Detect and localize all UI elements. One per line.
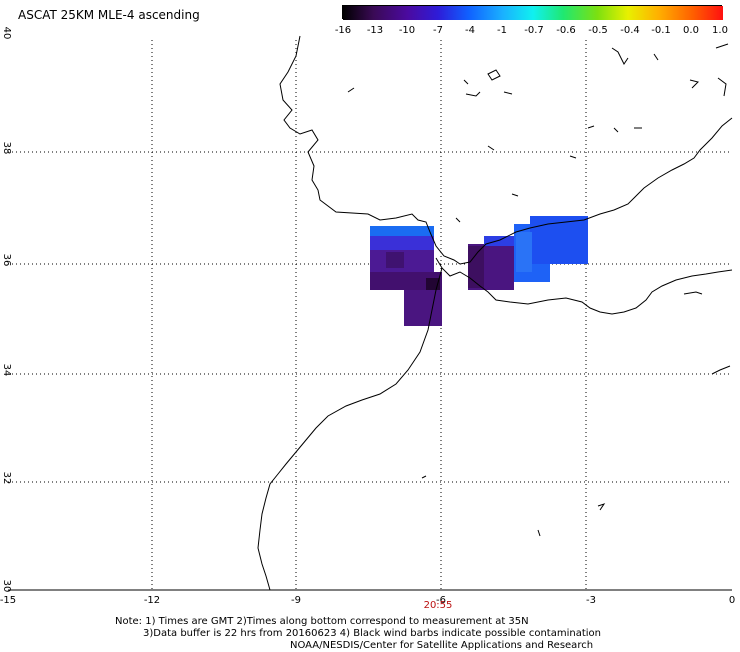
colorbar-label: -4 <box>465 25 475 36</box>
colorbar-label: -0.4 <box>620 25 640 36</box>
colorbar-labels: -16 -13 -10 -7 -4 -1 -0.7 -0.6 -0.5 -0.4… <box>330 25 740 39</box>
scatterometer-swath-west <box>370 226 442 326</box>
colorbar-label: -1 <box>497 25 507 36</box>
colorbar-label: -0.5 <box>588 25 608 36</box>
x-tick-label: 0 <box>729 595 735 606</box>
y-tick-label: 36 <box>1 254 12 267</box>
footnotes: Note: 1) Times are GMT 2)Times along bot… <box>115 616 601 652</box>
axis-labels: -15 -12 -9 -6 -3 0 40 38 36 34 32 30 <box>0 27 735 606</box>
time-label: 20:55 <box>423 600 453 611</box>
colorbar-label: -7 <box>433 25 443 36</box>
note-line-1: Note: 1) Times are GMT 2)Times along bot… <box>115 616 529 627</box>
x-tick-label: -9 <box>291 595 301 606</box>
x-tick-label: -12 <box>144 595 160 606</box>
colorbar-label: 1.0 <box>712 25 728 36</box>
colorbar-label: -10 <box>398 25 416 36</box>
x-tick-label: -6 <box>436 595 446 606</box>
note-line-3: NOAA/NESDIS/Center for Satellite Applica… <box>290 640 594 651</box>
colorbar <box>342 5 723 20</box>
colorbar-label: 0.0 <box>683 25 699 36</box>
y-tick-label: 40 <box>1 27 12 40</box>
gridlines <box>8 40 732 590</box>
colorbar-label: -13 <box>366 25 384 36</box>
x-tick-label: -3 <box>586 595 596 606</box>
x-tick-label: -15 <box>0 595 16 606</box>
y-tick-label: 32 <box>1 472 12 485</box>
note-line-2: 3)Data buffer is 22 hrs from 20160623 4)… <box>143 628 601 639</box>
colorbar-label: -0.1 <box>651 25 671 36</box>
colorbar-label: -16 <box>334 25 352 36</box>
scatterometer-swath-east <box>468 216 588 290</box>
y-tick-label: 34 <box>1 364 12 377</box>
coastlines <box>257 35 733 591</box>
map-title: ASCAT 25KM MLE-4 ascending <box>18 8 200 22</box>
y-tick-label: 30 <box>1 580 12 593</box>
colorbar-label: -0.6 <box>556 25 576 36</box>
y-tick-label: 38 <box>1 142 12 155</box>
colorbar-label: -0.7 <box>524 25 544 36</box>
